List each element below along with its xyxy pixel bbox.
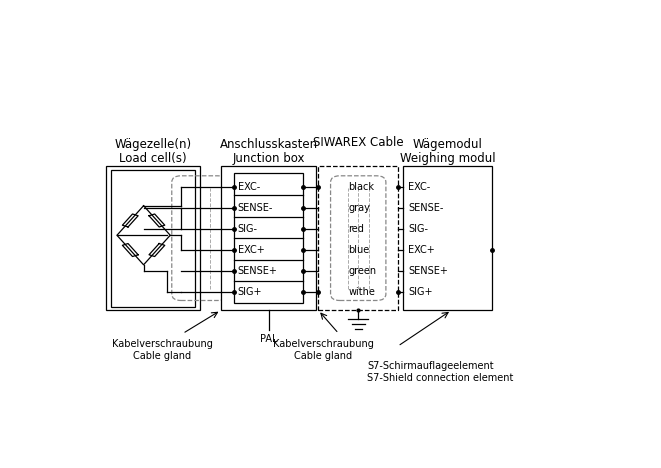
- Text: SIG-: SIG-: [408, 224, 428, 234]
- Text: SENSE+: SENSE+: [238, 266, 278, 276]
- Text: EXC-: EXC-: [238, 183, 260, 192]
- Text: Cable gland: Cable gland: [294, 351, 352, 360]
- Text: gray: gray: [348, 203, 370, 213]
- Text: S7-Schirmauflageelement: S7-Schirmauflageelement: [367, 361, 494, 371]
- Bar: [221, 166, 316, 310]
- Text: SENSE+: SENSE+: [408, 266, 447, 276]
- Text: green: green: [348, 266, 377, 276]
- Text: Weighing modul: Weighing modul: [399, 153, 495, 165]
- Text: SENSE-: SENSE-: [238, 203, 273, 213]
- Text: Anschlusskasten: Anschlusskasten: [219, 138, 318, 151]
- Text: Kabelverschraubung: Kabelverschraubung: [112, 339, 212, 349]
- Text: PAL: PAL: [260, 334, 278, 344]
- Text: Wägemodul: Wägemodul: [412, 138, 483, 151]
- Text: Wägezelle(n): Wägezelle(n): [114, 138, 192, 151]
- Text: Load cell(s): Load cell(s): [119, 153, 186, 165]
- Text: SIG-: SIG-: [238, 224, 258, 234]
- Text: EXC+: EXC+: [408, 245, 435, 255]
- Text: withe: withe: [348, 287, 375, 297]
- Text: EXC+: EXC+: [238, 245, 264, 255]
- Bar: [106, 166, 200, 310]
- Text: Kabelverschraubung: Kabelverschraubung: [273, 339, 374, 349]
- Text: red: red: [348, 224, 364, 234]
- Text: SIG+: SIG+: [408, 287, 432, 297]
- Text: SENSE-: SENSE-: [408, 203, 444, 213]
- Text: SIWAREX Cable: SIWAREX Cable: [313, 136, 404, 149]
- Text: Junction box: Junction box: [232, 153, 305, 165]
- Text: black: black: [348, 183, 374, 192]
- Text: Cable gland: Cable gland: [133, 351, 191, 360]
- Bar: [111, 170, 196, 307]
- Bar: [403, 166, 492, 310]
- Text: blue: blue: [348, 245, 369, 255]
- Bar: [234, 173, 303, 303]
- Text: SIG+: SIG+: [238, 287, 262, 297]
- Text: S7-Shield connection element: S7-Shield connection element: [367, 373, 514, 382]
- Text: EXC-: EXC-: [408, 183, 430, 192]
- Bar: [319, 166, 398, 310]
